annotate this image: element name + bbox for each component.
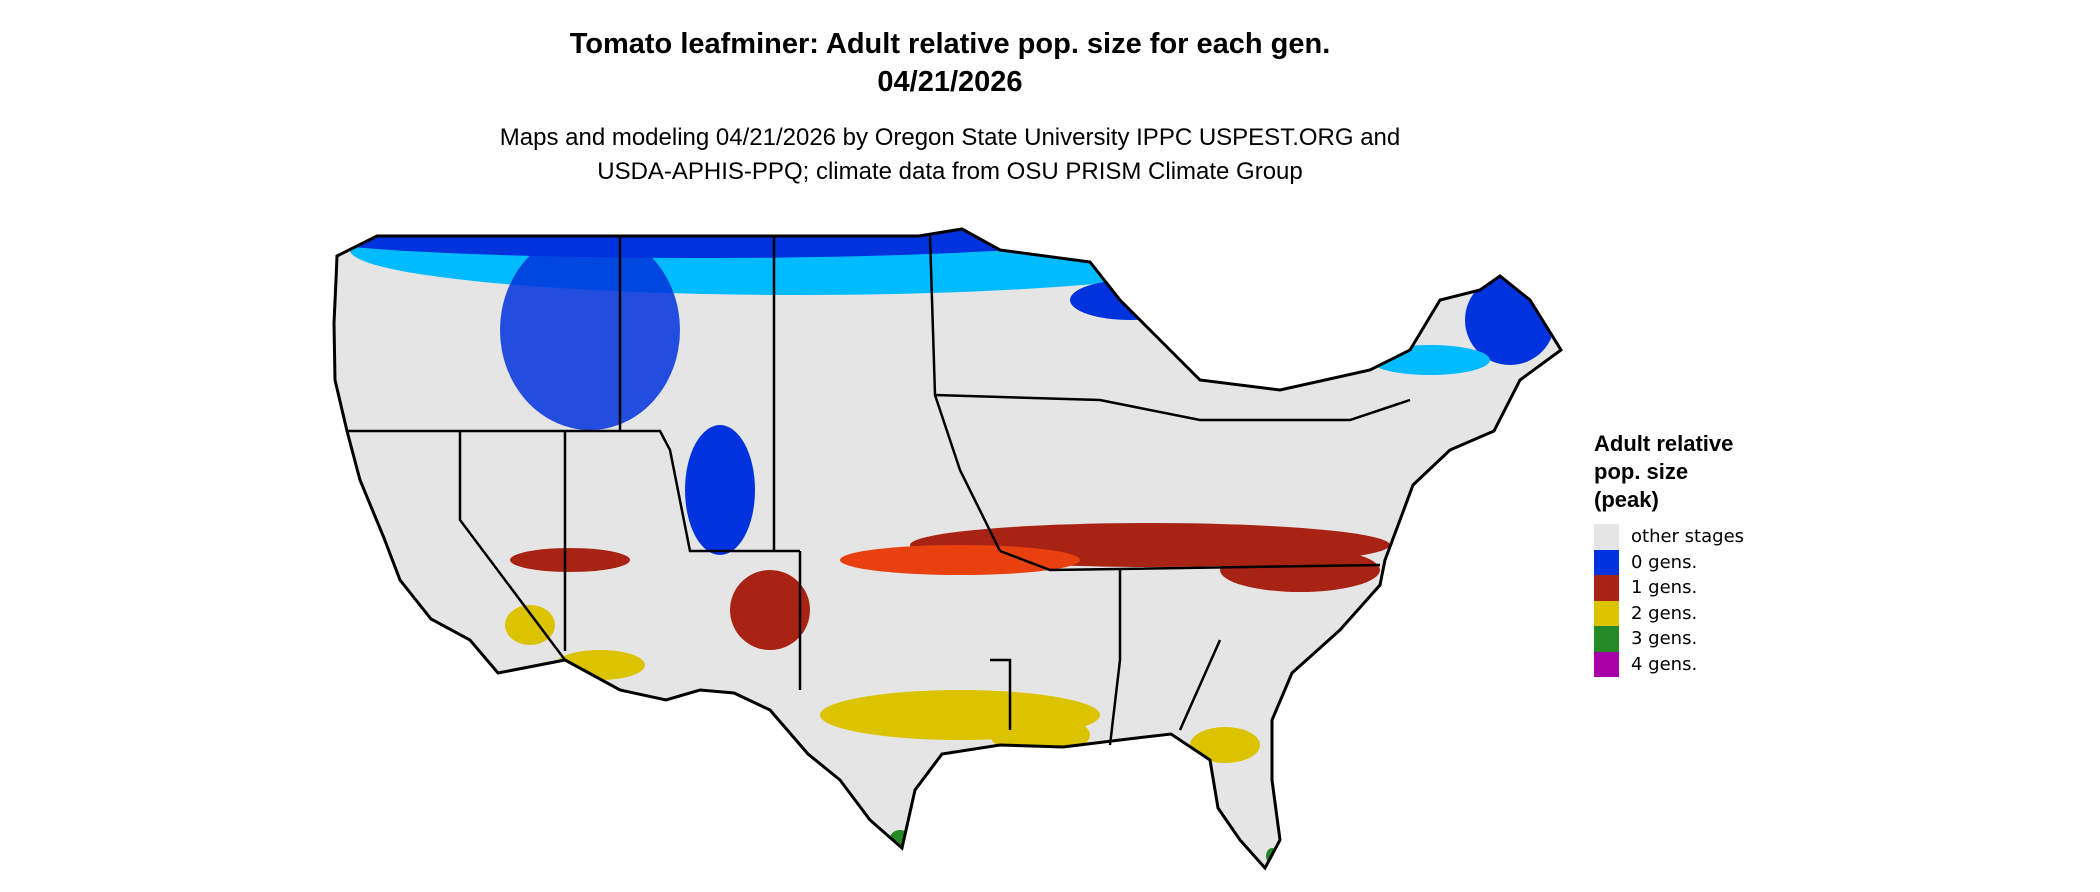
legend-swatch [1594, 524, 1619, 550]
legend-label: 0 gens. [1631, 551, 1698, 573]
subtitle-line2: USDA-APHIS-PPQ; climate data from OSU PR… [597, 158, 1303, 185]
legend-item: 1 gens. [1594, 575, 1814, 601]
legend-item: 0 gens. [1594, 549, 1814, 575]
map-date: 04/21/2026 [877, 66, 1023, 98]
legend-item: other stages [1594, 524, 1814, 550]
state-borders [347, 235, 1411, 746]
region-red-nc [1220, 548, 1380, 592]
region-yellow-fl [1190, 727, 1260, 763]
legend-swatch [1594, 600, 1619, 626]
legend: Adult relative pop. size (peak) other st… [1594, 430, 1814, 677]
region-yellow-az [555, 650, 645, 680]
legend-label: 4 gens. [1631, 653, 1698, 675]
legend-item: 3 gens. [1594, 626, 1814, 652]
legend-item: 2 gens. [1594, 600, 1814, 626]
legend-label: 1 gens. [1631, 577, 1698, 599]
legend-swatch [1594, 575, 1619, 601]
region-orange-band [840, 545, 1080, 575]
legend-swatch [1594, 626, 1619, 652]
legend-label: other stages [1631, 526, 1745, 548]
region-yellow-la [990, 715, 1090, 755]
region-blue-superior [1070, 280, 1190, 320]
region-blue-colorado [685, 425, 755, 555]
legend-title: Adult relative pop. size (peak) [1594, 431, 1734, 512]
legend-item: 4 gens. [1594, 651, 1814, 677]
region-red-sw [510, 548, 630, 572]
legend-swatch [1594, 549, 1619, 575]
legend-swatch [1594, 651, 1619, 677]
map-title: Tomato leafminer: Adult relative pop. si… [569, 28, 1331, 60]
legend-label: 3 gens. [1631, 628, 1698, 650]
legend-label: 2 gens. [1631, 602, 1698, 624]
region-blue-rockies [500, 230, 680, 430]
region-red-tx [730, 570, 810, 650]
subtitle-line1: Maps and modeling 04/21/2026 by Oregon S… [499, 124, 1401, 151]
region-yellow-ca [505, 605, 555, 645]
